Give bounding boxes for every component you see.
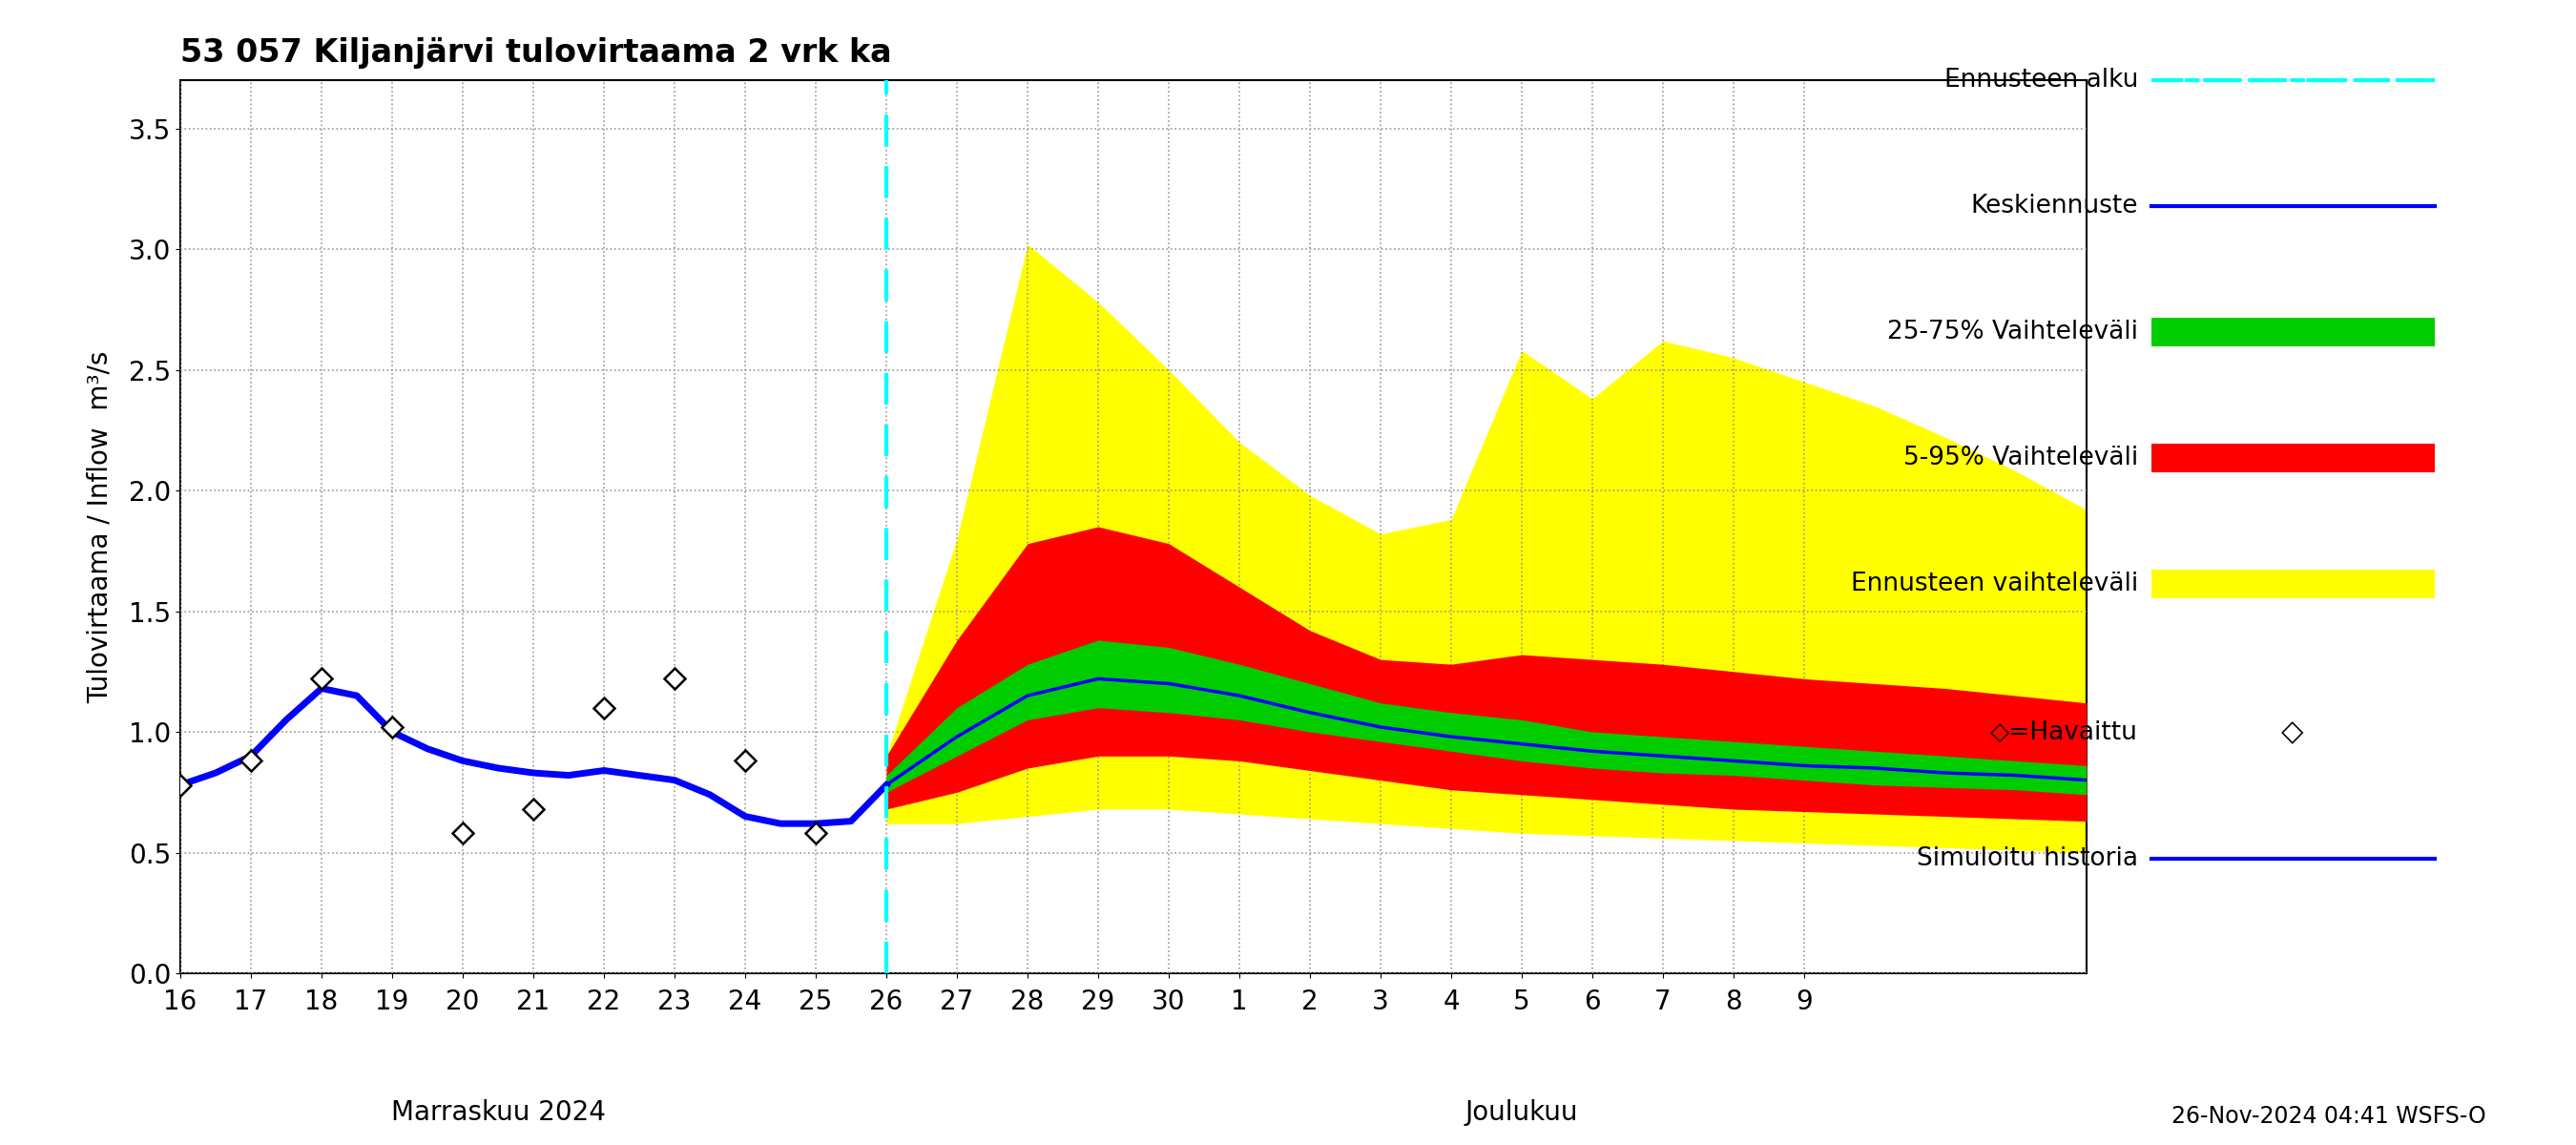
Text: 25-75% Vaihteleväli: 25-75% Vaihteleväli: [1888, 319, 2138, 345]
Y-axis label: Tulovirtaama / Inflow  m³/s: Tulovirtaama / Inflow m³/s: [85, 350, 113, 703]
Text: ◇=Havaittu: ◇=Havaittu: [1991, 720, 2138, 745]
Text: Simuloitu historia: Simuloitu historia: [1917, 846, 2138, 871]
Text: Marraskuu 2024: Marraskuu 2024: [392, 1099, 605, 1126]
Text: ◇: ◇: [2282, 719, 2303, 747]
Text: 5-95% Vaihteleväli: 5-95% Vaihteleväli: [1904, 445, 2138, 471]
Text: Ennusteen alku: Ennusteen alku: [1945, 68, 2138, 93]
Text: Ennusteen vaihteleväli: Ennusteen vaihteleväli: [1850, 571, 2138, 597]
Text: 53 057 Kiljanjärvi tulovirtaama 2 vrk ka: 53 057 Kiljanjärvi tulovirtaama 2 vrk ka: [180, 37, 891, 69]
Text: Keskiennuste: Keskiennuste: [1971, 194, 2138, 219]
Text: 26-Nov-2024 04:41 WSFS-O: 26-Nov-2024 04:41 WSFS-O: [2172, 1105, 2486, 1128]
Text: Joulukuu: Joulukuu: [1466, 1099, 1579, 1126]
